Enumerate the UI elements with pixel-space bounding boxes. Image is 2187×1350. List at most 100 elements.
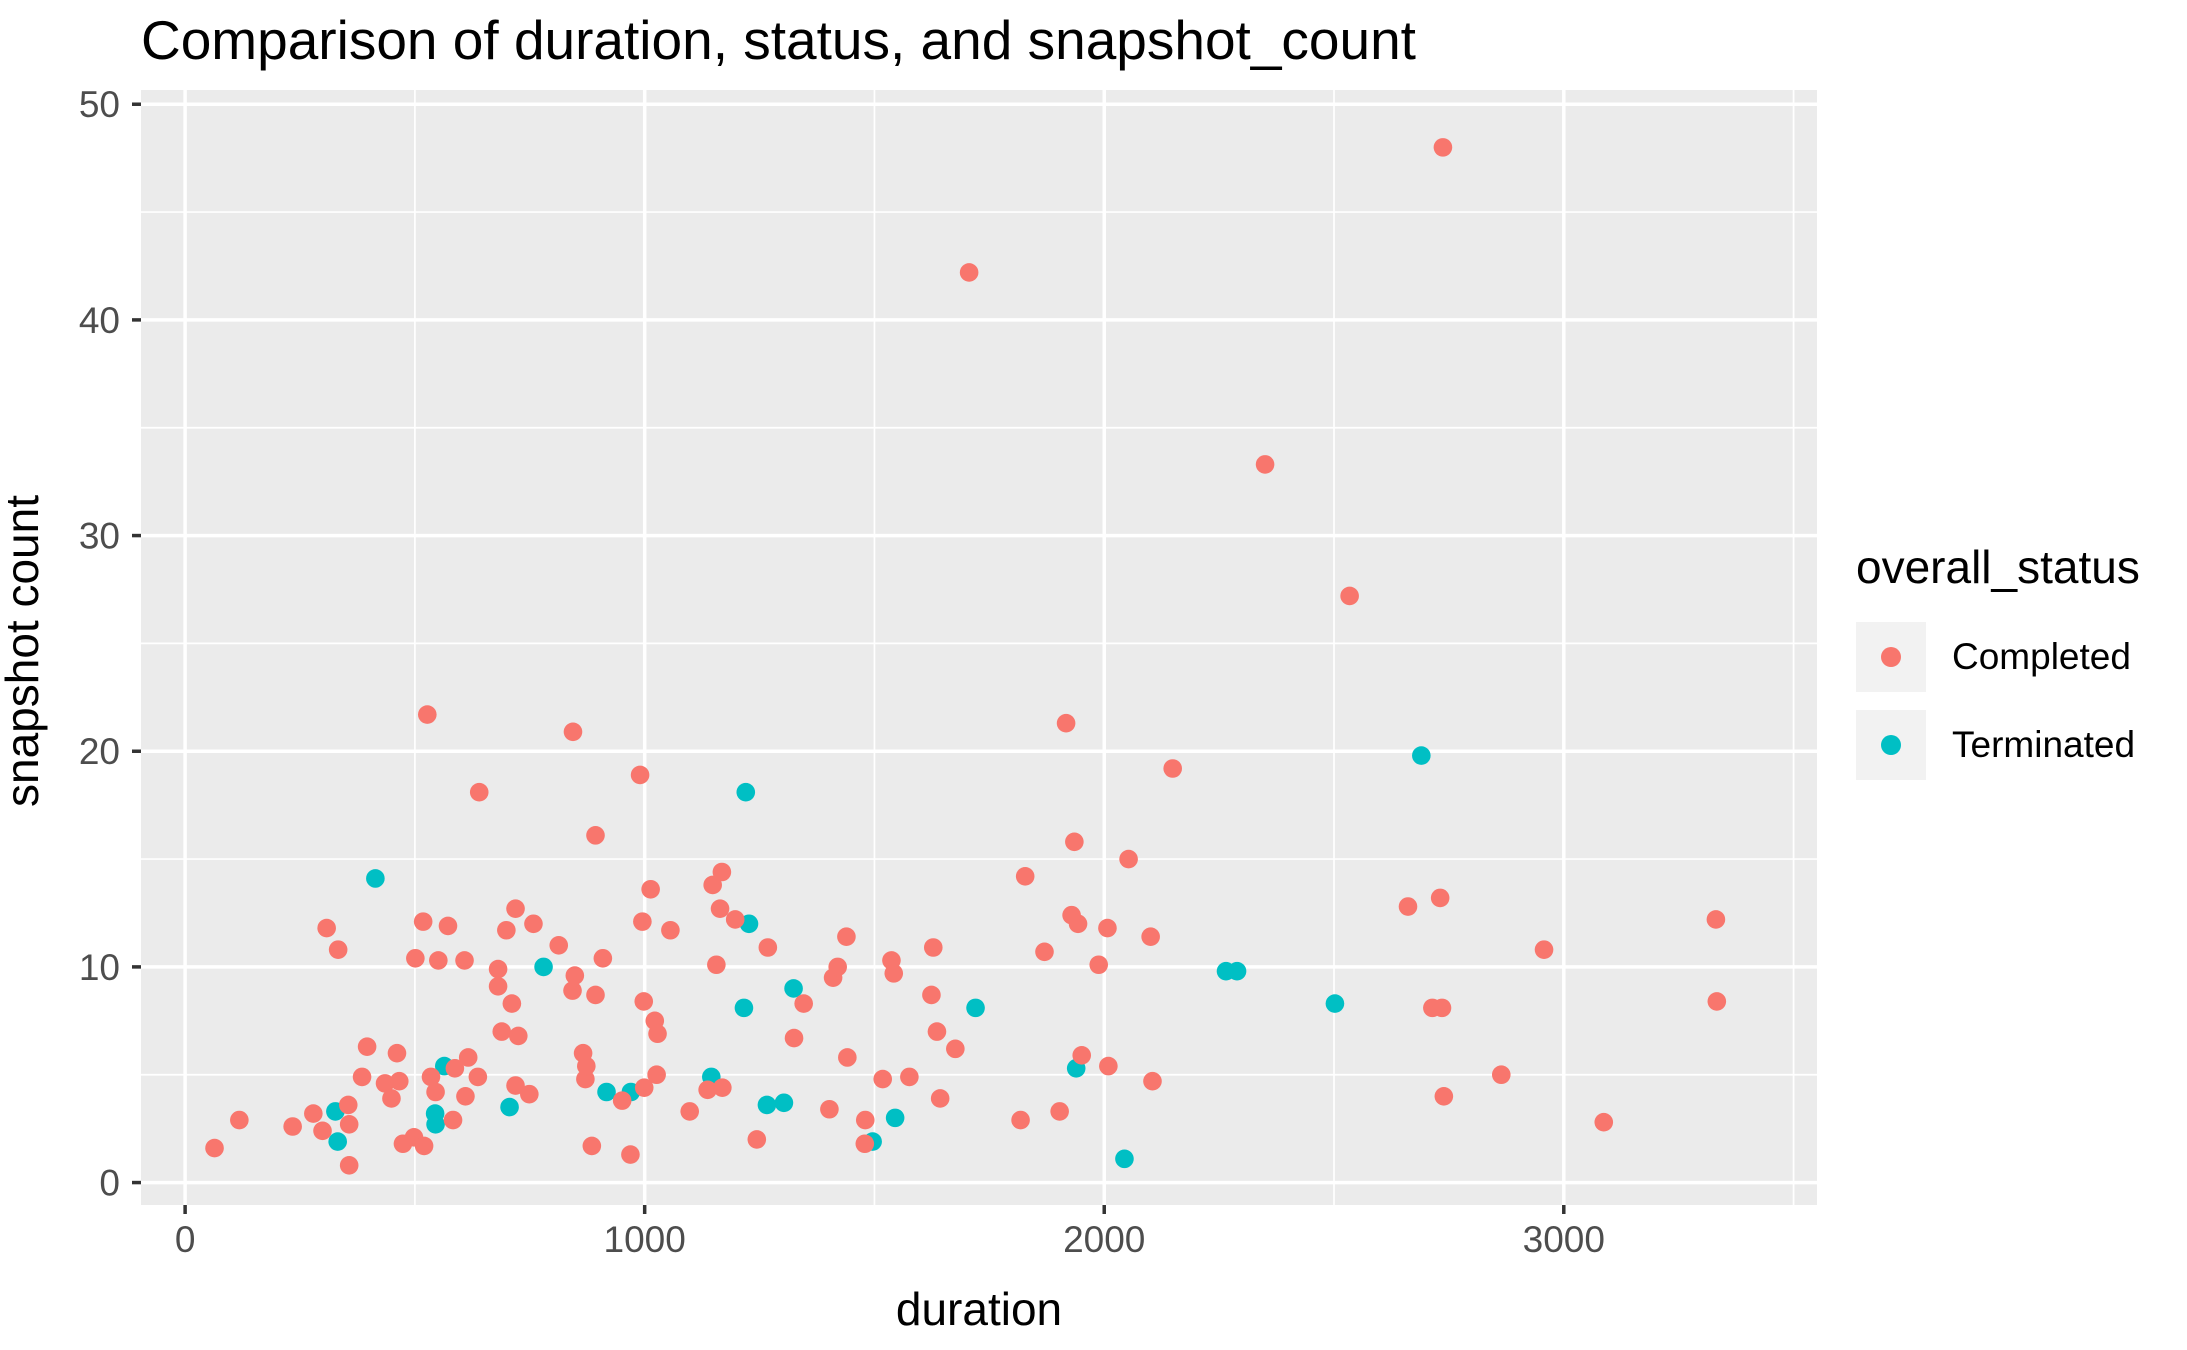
data-point-completed — [230, 1110, 249, 1130]
x-tick-label: 3000 — [1523, 1219, 1605, 1260]
data-point-completed — [205, 1138, 224, 1158]
data-point-completed — [389, 1071, 409, 1091]
data-point-completed — [784, 1028, 804, 1048]
data-point-completed — [1491, 1065, 1511, 1085]
data-point-completed — [930, 1089, 950, 1108]
data-point-completed — [339, 1156, 359, 1175]
data-point-completed — [707, 955, 726, 975]
y-tick-label: 10 — [79, 947, 120, 988]
data-point-completed — [1065, 832, 1084, 852]
legend-item-terminated: Terminated — [1856, 710, 2140, 780]
data-point-completed — [647, 1065, 666, 1085]
data-point-terminated — [966, 998, 985, 1018]
data-point-completed — [438, 916, 458, 936]
data-point-completed — [1594, 1112, 1614, 1132]
data-point-completed — [328, 940, 348, 959]
data-point-completed — [1143, 1071, 1162, 1091]
data-point-completed — [506, 1076, 525, 1095]
legend-key — [1856, 622, 1926, 692]
data-point-completed — [1255, 455, 1275, 474]
data-point-completed — [828, 957, 847, 977]
data-point-completed — [455, 951, 474, 970]
data-point-completed — [648, 1024, 667, 1044]
data-point-completed — [304, 1104, 323, 1123]
data-point-completed — [1099, 1056, 1118, 1076]
data-point-completed — [426, 1082, 445, 1102]
data-point-completed — [1340, 586, 1359, 606]
data-point-terminated — [774, 1093, 794, 1113]
data-point-completed — [634, 992, 654, 1011]
data-point-completed — [712, 862, 732, 882]
data-point-terminated — [736, 782, 756, 802]
data-point-completed — [1050, 1102, 1069, 1121]
data-point-completed — [488, 959, 508, 979]
x-axis-title: duration — [895, 1283, 1063, 1335]
data-point-completed — [586, 985, 605, 1005]
data-point-completed — [508, 1026, 528, 1046]
data-point-completed — [641, 879, 660, 899]
data-point-completed — [468, 1067, 488, 1087]
data-point-completed — [621, 1145, 640, 1164]
data-point-completed — [612, 1091, 632, 1110]
data-point-terminated — [885, 1108, 905, 1128]
data-point-completed — [922, 985, 941, 1005]
data-point-completed — [1089, 955, 1109, 975]
data-point-completed — [577, 1056, 596, 1076]
data-point-completed — [406, 948, 425, 968]
data-point-completed — [873, 1069, 893, 1089]
data-point-completed — [492, 1022, 512, 1041]
data-point-completed — [339, 1115, 359, 1134]
y-axis-title: snapshot count — [0, 495, 48, 808]
data-point-completed — [524, 914, 543, 934]
data-point-terminated — [784, 979, 803, 998]
data-point-completed — [703, 875, 722, 895]
legend-dot-icon — [1881, 647, 1901, 667]
data-point-completed — [586, 826, 605, 845]
y-tick-label: 40 — [79, 300, 120, 341]
chart-title: Comparison of duration, status, and snap… — [141, 9, 1416, 71]
data-point-completed — [634, 1078, 654, 1097]
data-point-completed — [680, 1102, 700, 1121]
data-point-completed — [429, 951, 448, 970]
data-point-completed — [443, 1110, 463, 1130]
data-point-terminated — [366, 869, 385, 888]
data-point-completed — [1056, 713, 1076, 733]
data-point-completed — [1011, 1110, 1030, 1130]
legend-item-completed: Completed — [1856, 622, 2140, 692]
data-point-completed — [502, 994, 522, 1013]
data-point-completed — [565, 966, 585, 985]
data-point-completed — [1098, 918, 1117, 938]
data-point-completed — [506, 899, 525, 918]
data-point-completed — [946, 1039, 965, 1059]
data-point-terminated — [1325, 994, 1345, 1013]
data-point-terminated — [534, 957, 553, 977]
data-point-completed — [1068, 914, 1088, 934]
data-point-completed — [1434, 1087, 1454, 1106]
data-point-completed — [458, 1048, 478, 1067]
data-point-completed — [900, 1067, 919, 1087]
data-point-completed — [630, 765, 650, 785]
data-point-terminated — [426, 1115, 445, 1134]
data-point-completed — [1398, 897, 1418, 916]
y-tick-label: 50 — [79, 84, 120, 125]
data-point-completed — [593, 948, 613, 968]
data-point-completed — [582, 1136, 602, 1156]
x-tick-label: 2000 — [1063, 1219, 1145, 1260]
data-point-completed — [497, 920, 516, 940]
panel-background — [141, 90, 1817, 1205]
data-point-completed — [421, 1067, 441, 1087]
data-point-completed — [317, 918, 336, 938]
legend-title: overall_status — [1856, 541, 2140, 593]
data-point-terminated — [734, 998, 754, 1018]
data-point-completed — [1433, 138, 1453, 157]
x-tick-label: 0 — [175, 1219, 196, 1260]
data-point-completed — [923, 938, 943, 957]
data-point-completed — [820, 1099, 839, 1119]
data-point-completed — [1534, 940, 1554, 959]
data-point-completed — [710, 899, 730, 918]
data-point-completed — [747, 1130, 767, 1149]
data-point-completed — [563, 981, 582, 1000]
y-tick-label: 20 — [79, 731, 120, 772]
data-point-completed — [1432, 998, 1452, 1018]
data-point-completed — [838, 1048, 857, 1067]
